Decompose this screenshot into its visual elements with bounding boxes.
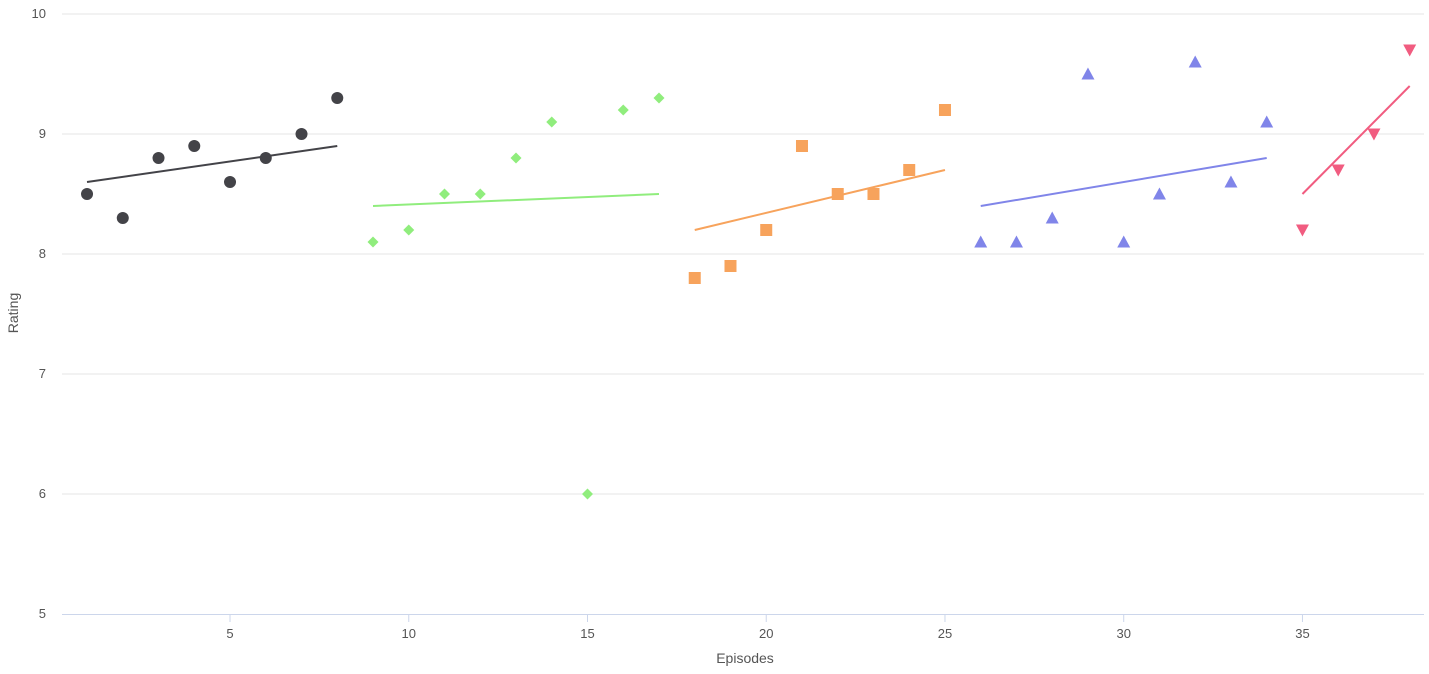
data-point-diamond [653,92,665,104]
data-point-triangle [1117,235,1131,248]
series-3 [688,104,951,284]
y-tick-label: 7 [39,366,46,381]
trend-line-5 [1301,85,1411,195]
x-tick-label: 30 [1116,626,1130,641]
data-point-circle [259,152,272,164]
data-point-square [938,104,951,116]
series-2 [367,92,665,500]
series-5 [1295,44,1417,237]
data-point-square [724,260,737,272]
data-point-circle [224,176,237,188]
y-tick-label: 9 [39,126,46,141]
data-point-diamond [439,188,451,200]
data-point-triangle [1260,115,1274,128]
data-point-triangle [1081,67,1095,80]
data-point-diamond [581,488,593,500]
x-tick-label: 25 [938,626,952,641]
x-tick-label: 10 [402,626,416,641]
y-tick-label: 6 [39,486,46,501]
data-point-triangle [1188,55,1202,68]
y-tick-label: 10 [32,6,46,21]
data-point-triangle [1009,235,1023,248]
data-point-circle [81,188,94,200]
grid-layer [62,13,1424,495]
data-point-triangle [1224,175,1238,188]
data-point-triangle [974,235,988,248]
data-point-triangle-down [1403,44,1417,57]
series-4 [974,55,1274,248]
data-point-diamond [403,224,415,236]
data-point-circle [188,140,201,152]
data-point-square [688,272,701,284]
data-point-triangle [1152,187,1166,200]
trend-layer [86,85,1411,231]
x-tick-label: 20 [759,626,773,641]
y-axis-title: Rating [5,293,21,333]
x-tick-label: 35 [1295,626,1309,641]
data-point-circle [116,212,129,224]
trend-line-3 [694,169,946,231]
data-point-circle [152,152,165,164]
series-1 [81,92,344,224]
data-point-triangle-down [1295,224,1309,237]
point-layer [81,44,1417,500]
data-point-diamond [546,116,558,128]
data-point-triangle [1045,211,1059,224]
data-point-circle [295,128,308,140]
data-point-triangle-down [1367,128,1381,141]
y-tick-label: 5 [39,606,46,621]
data-point-square [760,224,773,236]
trend-line-4 [980,157,1267,207]
data-point-square [903,164,916,176]
data-point-diamond [617,104,629,116]
x-tick-label: 5 [226,626,233,641]
trend-line-1 [86,145,338,183]
data-point-diamond [367,236,379,248]
axis-layer: 5 6 7 8 9 10 5 10 15 20 25 30 35 [32,6,1424,641]
data-point-triangle-down [1331,164,1345,177]
x-axis-title: Episodes [716,650,774,666]
data-point-square [795,140,808,152]
data-point-circle [331,92,344,104]
data-point-diamond [474,188,486,200]
trend-line-2 [372,193,660,207]
y-tick-label: 8 [39,246,46,261]
data-point-diamond [510,152,522,164]
x-tick-label: 15 [580,626,594,641]
data-point-square [867,188,880,200]
data-point-square [831,188,844,200]
